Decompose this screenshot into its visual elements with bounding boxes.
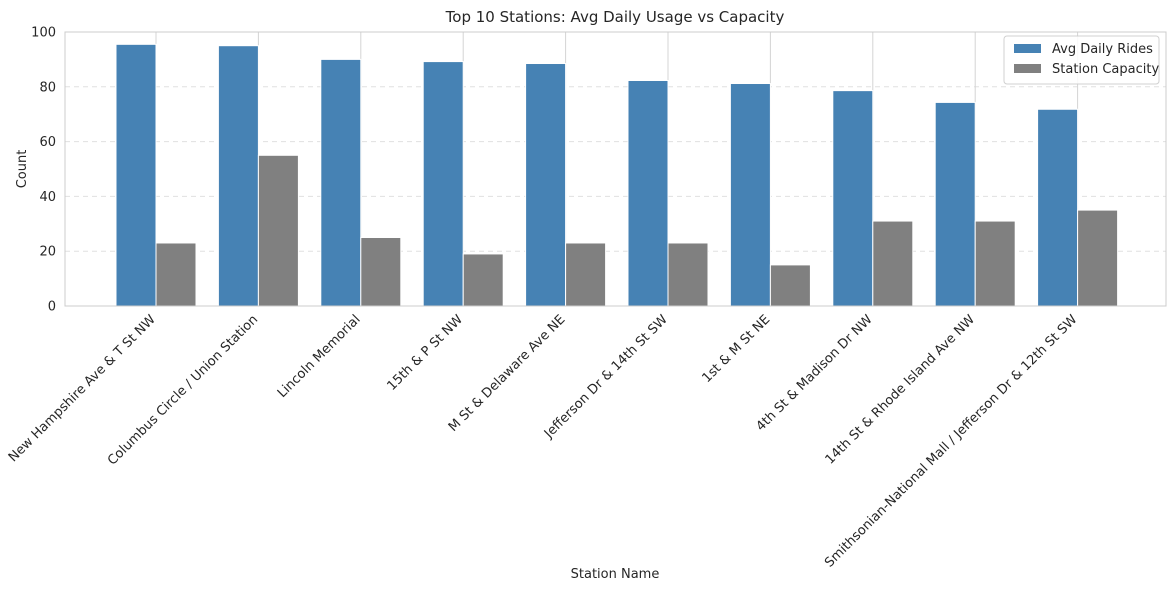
bar-avg-daily-rides bbox=[320, 58, 362, 307]
y-tick-label: 20 bbox=[39, 245, 56, 260]
bar-avg-daily-rides bbox=[525, 63, 567, 307]
bar-station-capacity bbox=[974, 220, 1016, 307]
bar-station-capacity bbox=[667, 242, 709, 307]
legend-swatch-capacity bbox=[1014, 64, 1041, 73]
y-axis-title: Count bbox=[15, 150, 30, 189]
y-axis-ticks: 0 20 40 60 80 100 bbox=[31, 26, 56, 315]
bar-avg-daily-rides bbox=[729, 83, 771, 307]
legend-swatch-rides bbox=[1014, 44, 1041, 53]
bar-avg-daily-rides bbox=[217, 45, 259, 307]
bar-station-capacity bbox=[257, 154, 299, 307]
bar-station-capacity bbox=[565, 242, 607, 307]
bar-station-capacity bbox=[769, 264, 811, 307]
bar-avg-daily-rides bbox=[934, 101, 976, 307]
legend-frame bbox=[1003, 35, 1160, 85]
y-tick-label: 40 bbox=[39, 190, 56, 205]
bar-avg-daily-rides bbox=[832, 90, 874, 307]
chart-title: Top 10 Stations: Avg Daily Usage vs Capa… bbox=[445, 8, 785, 26]
legend-label-capacity: Station Capacity bbox=[1052, 62, 1159, 77]
bar-station-capacity bbox=[1077, 209, 1119, 307]
x-tick-label: Jefferson Dr & 14th St SW bbox=[541, 312, 671, 442]
y-tick-label: 80 bbox=[39, 80, 56, 95]
bar-avg-daily-rides bbox=[422, 61, 464, 307]
bar-station-capacity bbox=[155, 242, 197, 307]
x-tick-label: Lincoln Memorial bbox=[275, 312, 364, 401]
bar-avg-daily-rides bbox=[1037, 108, 1079, 307]
x-tick-label: Smithsonian-National Mall / Jefferson Dr… bbox=[822, 312, 1080, 570]
bar-station-capacity bbox=[872, 220, 914, 307]
bars bbox=[115, 43, 1119, 307]
x-tick-label: M St & Delaware Ave NE bbox=[446, 312, 569, 435]
bar-station-capacity bbox=[462, 253, 504, 307]
x-tick-label: 15th & P St NW bbox=[384, 312, 466, 394]
x-tick-label: 4th St & Madison Dr NW bbox=[754, 312, 876, 434]
plot-frame bbox=[64, 31, 1167, 307]
y-tick-label: 0 bbox=[48, 300, 56, 315]
bar-station-capacity bbox=[360, 237, 402, 307]
legend-label-rides: Avg Daily Rides bbox=[1052, 42, 1153, 57]
legend: Avg Daily Rides Station Capacity bbox=[1003, 35, 1160, 85]
y-tick-label: 100 bbox=[31, 26, 56, 41]
x-tick-label: 1st & M St NE bbox=[699, 312, 773, 386]
y-tick-label: 60 bbox=[39, 135, 56, 150]
x-axis-title: Station Name bbox=[571, 567, 660, 582]
bar-avg-daily-rides bbox=[627, 79, 669, 307]
bar-avg-daily-rides bbox=[115, 43, 157, 307]
